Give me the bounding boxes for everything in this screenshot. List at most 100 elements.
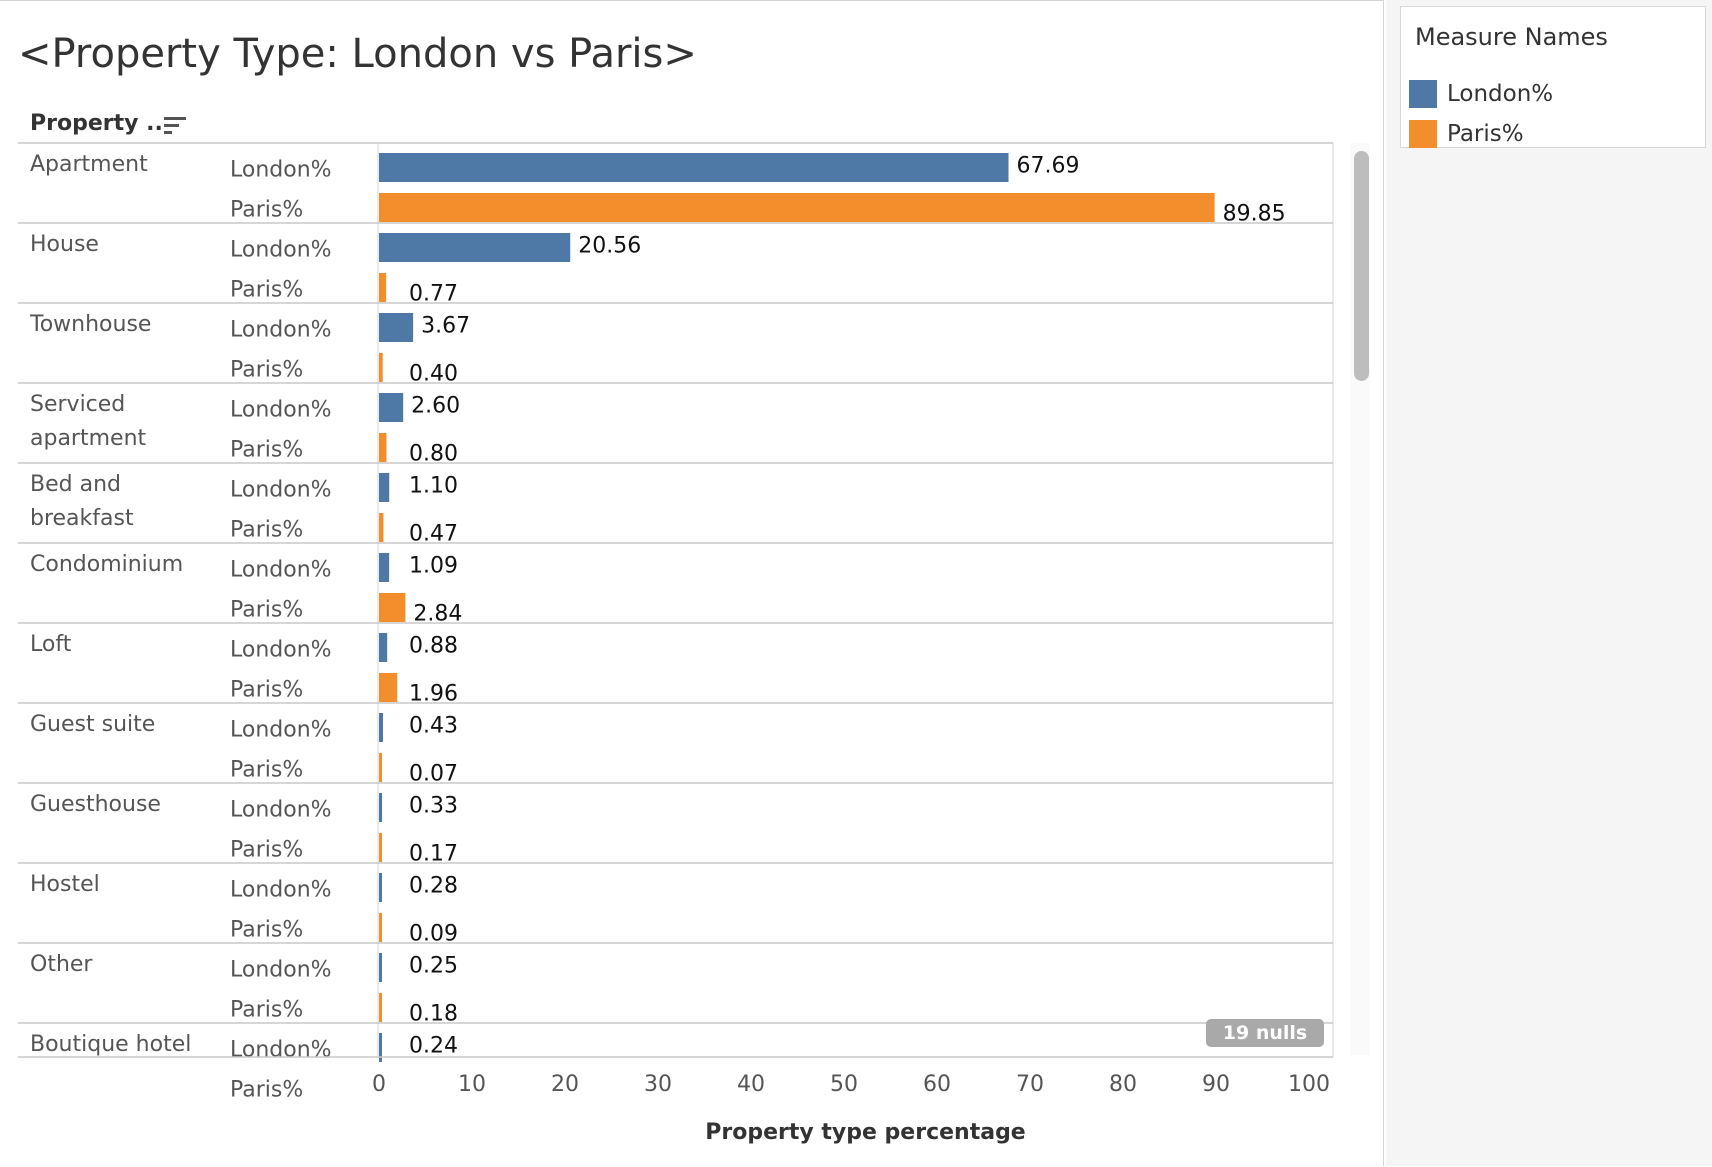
measure-label-london-other: London% (230, 958, 332, 983)
data-label-london-boutique-hotel: 0.24 (409, 1034, 458, 1059)
data-label-london-condominium: 1.09 (409, 554, 458, 579)
sort-icon[interactable] (164, 115, 186, 135)
bar-paris-guesthouse (379, 833, 382, 862)
bar-london-house (379, 233, 571, 262)
bar-london-townhouse (379, 313, 414, 342)
category-label-hostel: Hostel (30, 872, 100, 897)
bar-paris-condominium (379, 593, 406, 622)
measure-label-london-guest-suite: London% (230, 718, 332, 743)
bar-london-serviced-apartment (379, 393, 404, 422)
bar-paris-loft (379, 673, 398, 702)
x-tick-label-70: 70 (1016, 1072, 1044, 1097)
category-label-other: Other (30, 952, 93, 977)
scrollbar-thumb[interactable] (1354, 151, 1369, 381)
data-label-london-other: 0.25 (409, 954, 458, 979)
data-label-london-guest-suite: 0.43 (409, 714, 458, 739)
measure-label-london-townhouse: London% (230, 318, 332, 343)
category-label-bed-and-breakfast: Bed and breakfast (30, 472, 134, 531)
measure-label-paris-townhouse: Paris% (230, 358, 303, 383)
category-label-boutique-hotel: Boutique hotel (30, 1032, 191, 1057)
data-label-london-guesthouse: 0.33 (409, 794, 458, 819)
measure-label-paris-other: Paris% (230, 998, 303, 1023)
legend-item-paris[interactable]: Paris% (1409, 119, 1524, 149)
measure-label-london-house: London% (230, 238, 332, 263)
bar-paris-hostel (379, 913, 382, 942)
measure-label-paris-condominium: Paris% (230, 598, 303, 623)
data-label-london-serviced-apartment: 2.60 (411, 394, 460, 419)
measure-label-paris-apartment: Paris% (230, 198, 303, 223)
x-axis-title: Property type percentage (705, 1120, 1025, 1145)
bar-london-boutique-hotel (379, 1033, 382, 1062)
measure-label-paris-hostel: Paris% (230, 918, 303, 943)
bar-paris-townhouse (379, 353, 383, 382)
category-label-serviced-apartment: Serviced apartment (30, 392, 147, 451)
bar-london-hostel (379, 873, 382, 902)
data-label-london-hostel: 0.28 (409, 874, 458, 899)
data-label-london-bed-and-breakfast: 1.10 (409, 474, 458, 499)
x-tick-label-100: 100 (1288, 1072, 1330, 1097)
bar-paris-apartment (379, 193, 1215, 222)
bar-london-condominium (379, 553, 390, 582)
category-label-guest-suite: Guest suite (30, 712, 155, 737)
legend-card: Measure Names London% Paris% (1400, 6, 1706, 148)
legend-title: Measure Names (1415, 23, 1608, 51)
bar-paris-bed-and-breakfast (379, 513, 384, 542)
x-tick-label-50: 50 (830, 1072, 858, 1097)
measure-label-paris-house: Paris% (230, 278, 303, 303)
category-label-guesthouse: Guesthouse (30, 792, 161, 817)
bar-london-guesthouse (379, 793, 383, 822)
measure-label-paris-guest-suite: Paris% (230, 758, 303, 783)
bar-london-bed-and-breakfast (379, 473, 390, 502)
chart-title: <Property Type: London vs Paris> (18, 31, 697, 77)
category-label-condominium: Condominium (30, 552, 183, 577)
measure-label-london-loft: London% (230, 638, 332, 663)
row-dimension-header[interactable]: Property .. (30, 111, 163, 136)
bar-london-guest-suite (379, 713, 383, 742)
x-tick-label-30: 30 (644, 1072, 672, 1097)
legend-swatch-paris (1409, 120, 1437, 148)
data-label-london-townhouse: 3.67 (421, 314, 470, 339)
data-label-london-house: 20.56 (578, 234, 641, 259)
category-label-house: House (30, 232, 99, 257)
measure-label-london-condominium: London% (230, 558, 332, 583)
data-label-london-loft: 0.88 (409, 634, 458, 659)
measure-label-paris-serviced-apartment: Paris% (230, 438, 303, 463)
nulls-indicator[interactable]: 19 nulls (1206, 1019, 1324, 1047)
data-label-london-apartment: 67.69 (1017, 154, 1080, 179)
category-label-apartment: Apartment (30, 152, 148, 177)
x-tick-label-60: 60 (923, 1072, 951, 1097)
category-label-loft: Loft (30, 632, 72, 657)
bar-paris-guest-suite (379, 753, 382, 782)
category-label-townhouse: Townhouse (29, 312, 151, 337)
measure-label-london-guesthouse: London% (230, 798, 332, 823)
measure-label-paris-bed-and-breakfast: Paris% (230, 518, 303, 543)
x-tick-label-80: 80 (1109, 1072, 1137, 1097)
bar-paris-serviced-apartment (379, 433, 387, 462)
measure-label-paris-loft: Paris% (230, 678, 303, 703)
x-tick-label-40: 40 (737, 1072, 765, 1097)
bar-paris-other (379, 993, 382, 1022)
measure-label-paris-guesthouse: Paris% (230, 838, 303, 863)
plot-area (377, 142, 1334, 1058)
measure-label-london-boutique-hotel: London% (230, 1038, 332, 1063)
x-tick-label-90: 90 (1202, 1072, 1230, 1097)
bar-paris-house (379, 273, 387, 302)
measure-label-london-bed-and-breakfast: London% (230, 478, 332, 503)
x-tick-label-20: 20 (551, 1072, 579, 1097)
x-tick-label-0: 0 (372, 1072, 386, 1097)
x-tick-label-10: 10 (458, 1072, 486, 1097)
legend-swatch-london (1409, 80, 1437, 108)
bar-london-apartment (379, 153, 1009, 182)
worksheet: <Property Type: London vs Paris> Propert… (0, 0, 1384, 1166)
bar-london-other (379, 953, 382, 982)
legend-label-london: London% (1447, 81, 1554, 107)
bar-london-loft (379, 633, 388, 662)
measure-label-paris-boutique-hotel: Paris% (230, 1078, 303, 1103)
side-panel (1386, 0, 1712, 1166)
legend-item-london[interactable]: London% (1409, 79, 1553, 109)
legend-label-paris: Paris% (1447, 121, 1524, 147)
measure-label-london-hostel: London% (230, 878, 332, 903)
measure-label-london-serviced-apartment: London% (230, 398, 332, 423)
measure-label-london-apartment: London% (230, 158, 332, 183)
